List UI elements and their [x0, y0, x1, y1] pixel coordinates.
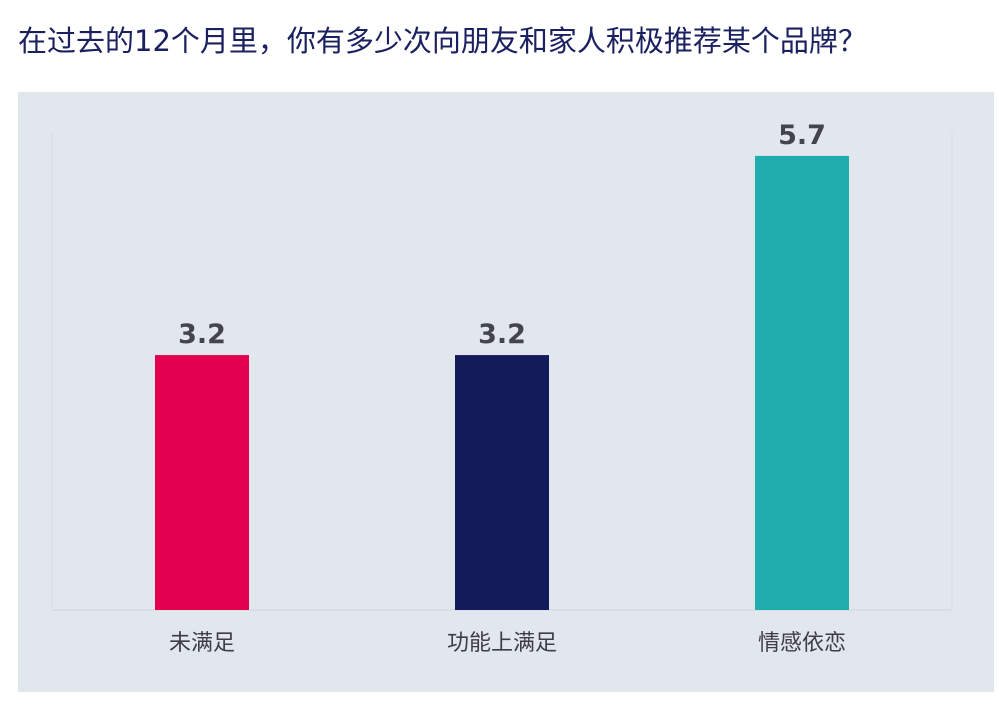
- page-title: 在过去的12个月里，你有多少次向朋友和家人积极推荐某个品牌？: [18, 24, 867, 58]
- category-label-2: 功能上满足: [447, 631, 557, 656]
- bar-1: [155, 355, 249, 610]
- value-label-3: 5.7: [778, 120, 826, 151]
- bar-3: [755, 155, 849, 610]
- chart-panel: 3.2 3.2 5.7 未满足 功能上满足 情感依恋: [18, 92, 994, 692]
- value-label-1: 3.2: [178, 319, 226, 350]
- category-label-3: 情感依恋: [758, 631, 846, 656]
- value-labels-group: 3.2 3.2 5.7: [178, 120, 826, 350]
- category-labels-group: 未满足 功能上满足 情感依恋: [169, 631, 846, 656]
- value-label-2: 3.2: [478, 319, 526, 350]
- bar-2: [455, 355, 549, 610]
- category-label-1: 未满足: [169, 631, 235, 656]
- bar-chart: 3.2 3.2 5.7 未满足 功能上满足 情感依恋: [51, 120, 953, 656]
- bars-group: [155, 155, 849, 610]
